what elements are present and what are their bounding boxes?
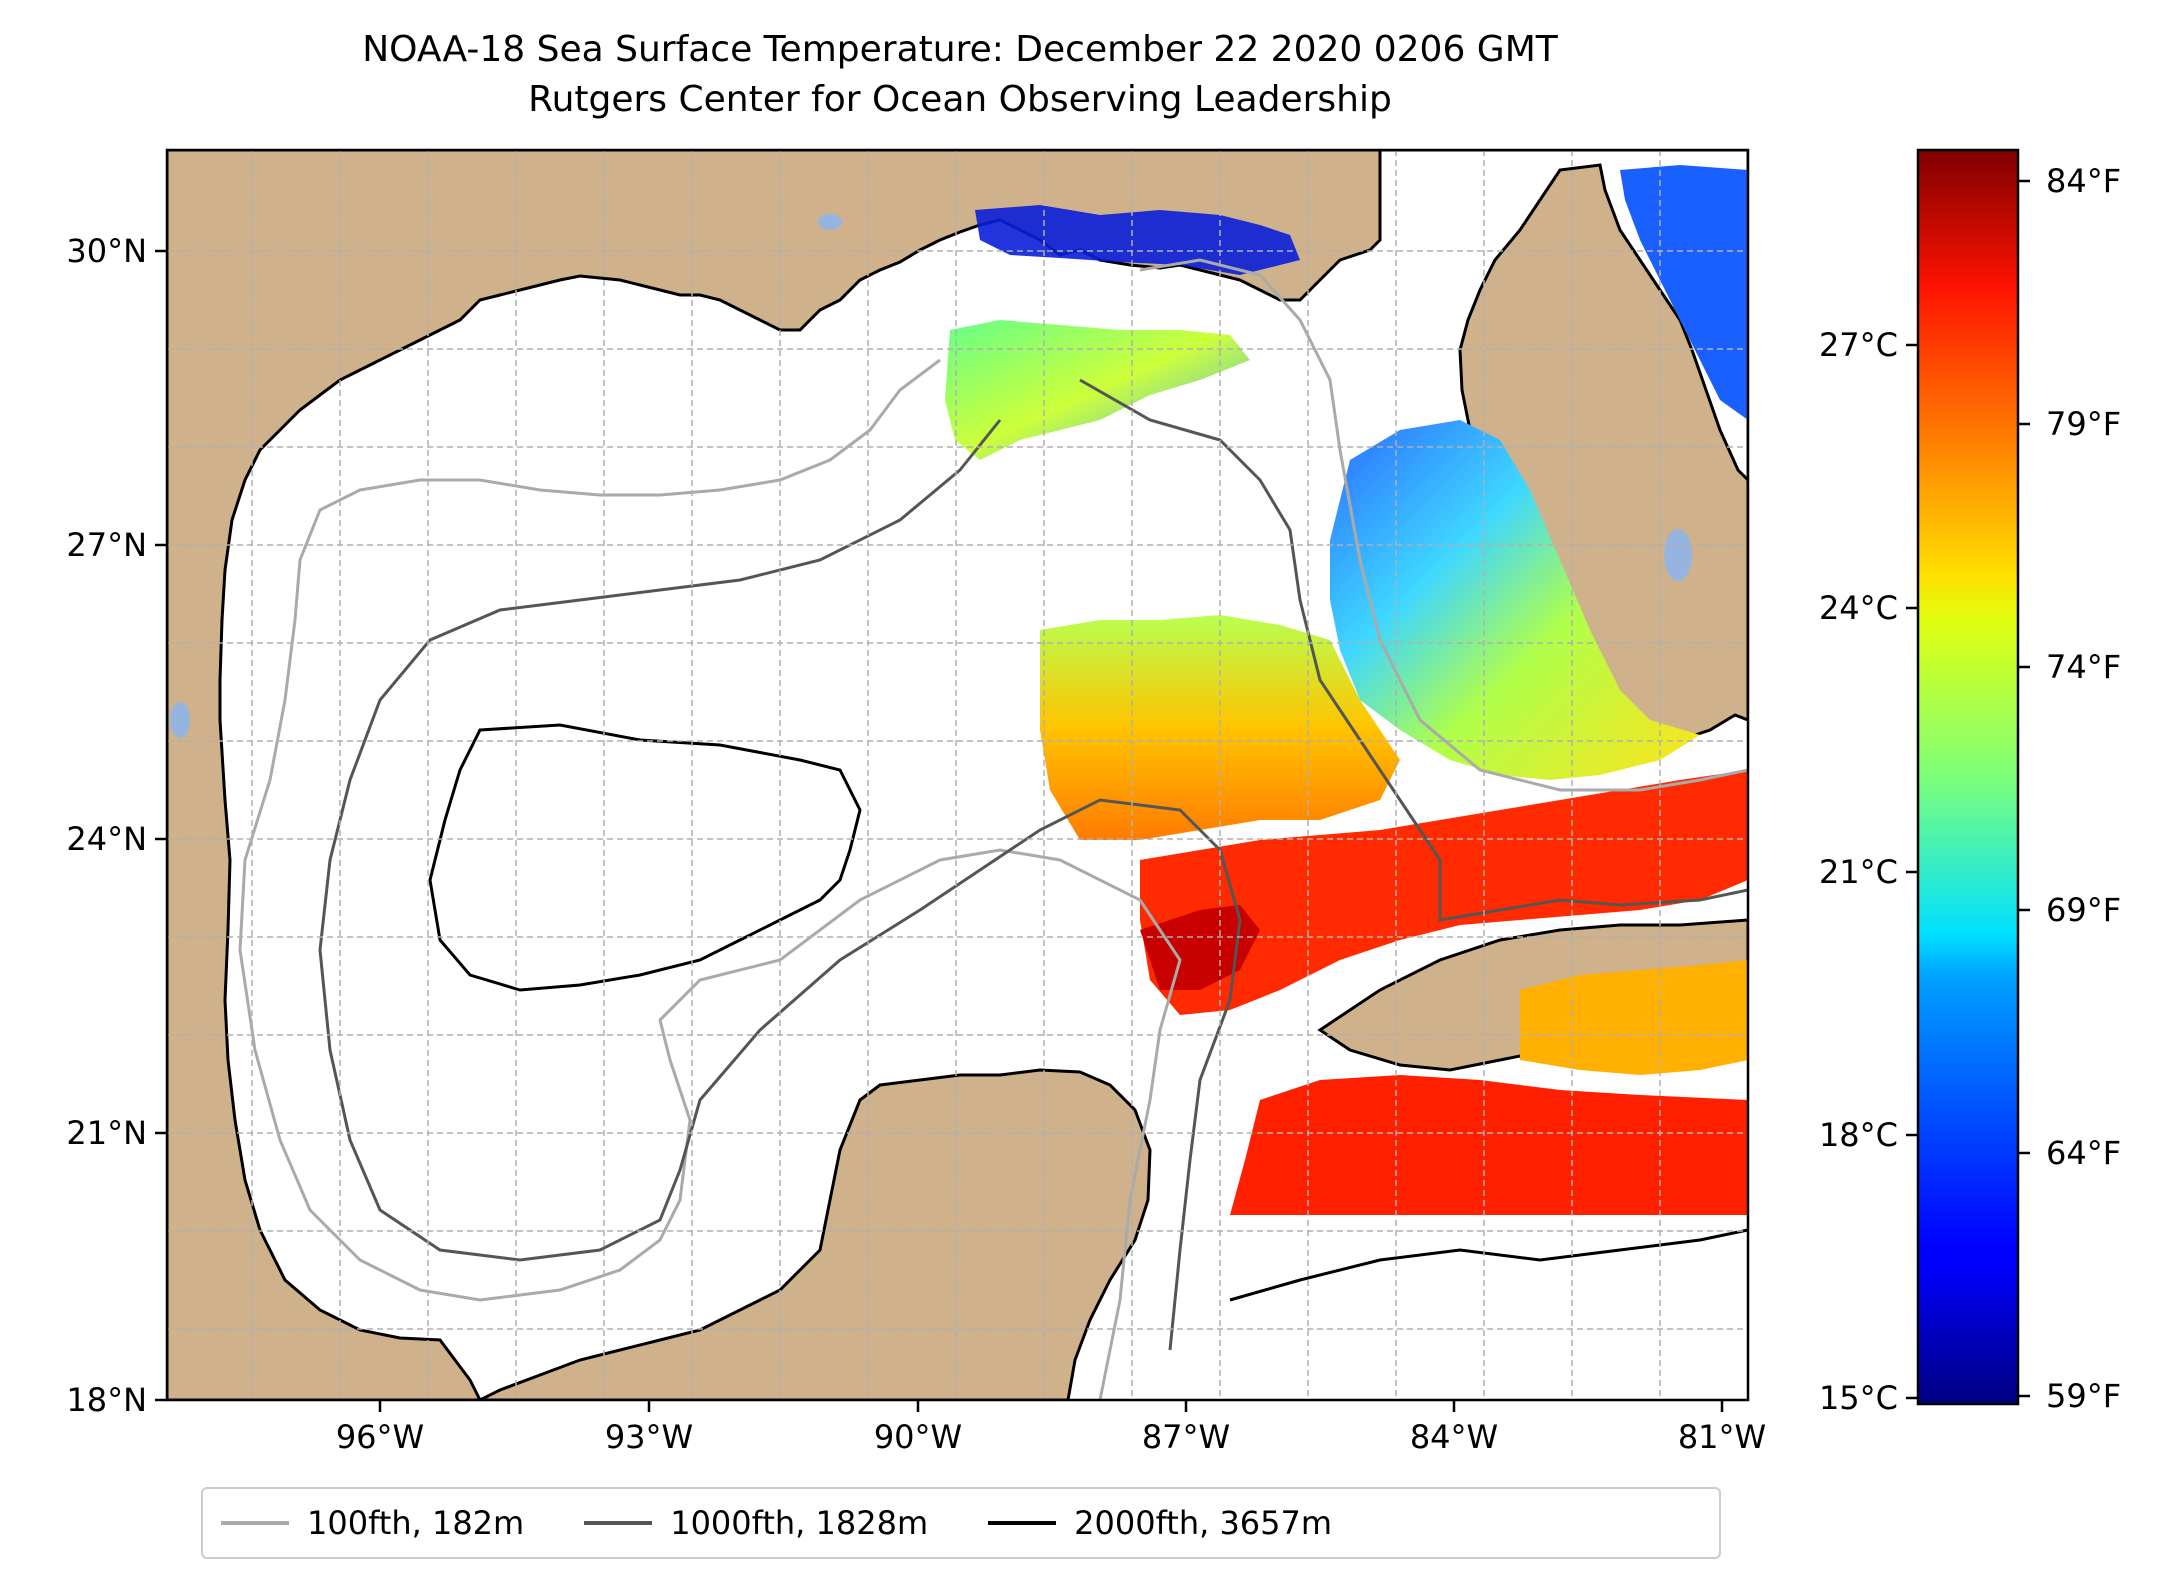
lat-label-18n: 18°N xyxy=(66,1381,147,1419)
contour-2000fth xyxy=(428,723,862,992)
colorbar-gradient xyxy=(1916,148,2020,1406)
lon-label-84w: 84°W xyxy=(1410,1418,1498,1456)
celsius-label-21: 21°C xyxy=(1819,853,1898,891)
contour-legend: 100fth, 182m 1000fth, 1828m 2000fth, 365… xyxy=(201,1487,1721,1559)
sst-patch-central xyxy=(1040,615,1400,840)
sst-patch-loop-current-warm xyxy=(1140,770,1748,1015)
map-area xyxy=(167,150,1748,1400)
lon-label-81w: 81°W xyxy=(1678,1418,1766,1456)
lat-label-30n: 30°N xyxy=(66,232,147,270)
fahrenheit-label-79: 79°F xyxy=(2046,405,2121,443)
colorbar: 27°C 24°C 21°C 18°C 15°C 84°F 79°F 74°F … xyxy=(1819,148,2121,1417)
sst-patch-caribbean xyxy=(1230,1075,1748,1215)
land-yucatan xyxy=(479,1068,1152,1400)
legend-label-2000fth: 2000fth, 3657m xyxy=(1074,1504,1333,1542)
sst-patch-loop-current-core xyxy=(1140,905,1260,990)
celsius-label-27: 27°C xyxy=(1819,326,1898,364)
fahrenheit-label-84: 84°F xyxy=(2046,162,2121,200)
lat-label-24n: 24°N xyxy=(66,820,147,858)
fahrenheit-label-69: 69°F xyxy=(2046,891,2121,929)
map-gridlines xyxy=(167,150,1748,1400)
bathymetry-contours xyxy=(238,258,1748,1400)
lon-label-93w: 93°W xyxy=(605,1418,693,1456)
colorbar-celsius-labels: 27°C 24°C 21°C 18°C 15°C xyxy=(1819,326,1898,1417)
legend-line-2000fth xyxy=(988,1521,1057,1525)
colorbar-fahrenheit-labels: 84°F 79°F 74°F 69°F 64°F 59°F xyxy=(2046,162,2121,1415)
lon-label-87w: 87°W xyxy=(1142,1418,1230,1456)
map-title: NOAA-18 Sea Surface Temperature: Decembe… xyxy=(362,29,1558,70)
map-tick-marks xyxy=(155,249,1724,1412)
colorbar-celsius-ticks xyxy=(1906,343,1918,1400)
sst-patch-north-blue xyxy=(975,205,1300,275)
celsius-label-18: 18°C xyxy=(1819,1116,1898,1154)
lake-okeechobee xyxy=(1664,529,1692,581)
fahrenheit-label-74: 74°F xyxy=(2046,648,2121,686)
contour-100fth-east xyxy=(1139,258,1748,792)
latitude-labels: 30°N 27°N 24°N 21°N 18°N xyxy=(66,232,147,1419)
sst-patch-east-coast-fl xyxy=(1620,165,1748,420)
sst-patch-cuba-south xyxy=(1520,960,1748,1075)
legend-line-100fth xyxy=(221,1521,289,1525)
fahrenheit-label-64: 64°F xyxy=(2046,1134,2121,1172)
colorbar-fahrenheit-ticks xyxy=(2018,179,2030,1398)
map-subtitle: Rutgers Center for Ocean Observing Leade… xyxy=(528,79,1392,120)
contour-2000fth-south xyxy=(1229,1228,1748,1302)
celsius-label-24: 24°C xyxy=(1819,589,1898,627)
legend-item-1000fth: 1000fth, 1828m xyxy=(584,1504,928,1542)
contour-100fth xyxy=(238,358,1182,1400)
lake-pontchartrain xyxy=(818,214,842,230)
lon-label-90w: 90°W xyxy=(874,1418,962,1456)
legend-item-100fth: 100fth, 182m xyxy=(221,1504,524,1542)
celsius-label-15: 15°C xyxy=(1819,1379,1898,1417)
lat-label-21n: 21°N xyxy=(66,1114,147,1152)
sst-patch-east-florida-shelf xyxy=(1330,420,1700,780)
lake-mexico xyxy=(170,702,190,738)
contour-1000fth xyxy=(318,419,1242,1351)
contour-1000fth-east xyxy=(1079,378,1748,922)
map-frame xyxy=(165,148,1750,1402)
legend-item-2000fth: 2000fth, 3657m xyxy=(988,1504,1332,1542)
legend-line-1000fth xyxy=(584,1521,653,1525)
lat-label-27n: 27°N xyxy=(66,526,147,564)
lon-label-96w: 96°W xyxy=(336,1418,424,1456)
legend-label-1000fth: 1000fth, 1828m xyxy=(670,1504,929,1542)
fahrenheit-label-59: 59°F xyxy=(2046,1377,2121,1415)
longitude-labels: 96°W 93°W 90°W 87°W 84°W 81°W xyxy=(336,1418,1766,1456)
sst-data-layer xyxy=(945,165,1748,1215)
legend-label-100fth: 100fth, 182m xyxy=(307,1504,525,1542)
